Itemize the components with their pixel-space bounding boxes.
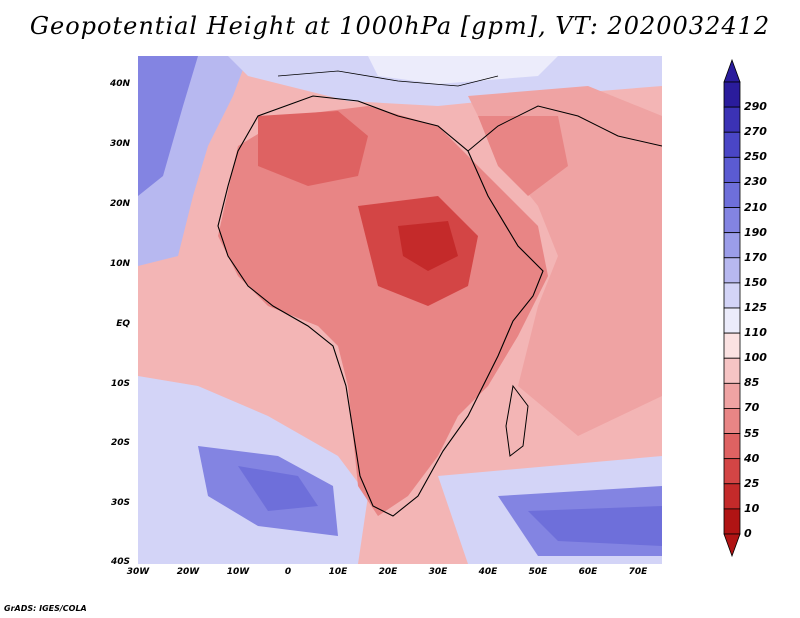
chart-title: Geopotential Height at 1000hPa [gpm], VT… [29,12,771,40]
field-red-sahara [258,111,368,186]
lat-label: 20N [109,199,130,209]
legend-swatch [723,81,741,108]
legend-swatch [723,156,741,183]
legend-swatch [723,106,741,133]
legend-label: 290 [744,100,767,114]
lat-label: 10N [109,259,130,269]
legend-label: 270 [744,125,767,139]
legend-swatch [723,307,741,334]
lon-label: 30E [428,567,448,577]
legend-swatch [723,182,741,208]
field-blue-south-indian-core [528,506,662,546]
legend-label: 85 [744,376,760,390]
arabia-coastline [467,105,662,152]
legend-swatch [723,408,741,434]
legend-label: 250 [744,150,767,164]
legend-label: 150 [744,275,767,289]
map-panel [138,56,662,564]
legend-label: 40 [744,451,760,465]
legend-label: 10 [744,501,760,515]
legend-arrow-bottom [723,533,741,558]
madagascar-coastline [505,384,529,457]
africa-coastline [217,95,544,517]
legend-swatch [723,131,741,158]
legend-swatch [723,382,741,409]
color-legend: 290 270 250 230 210 190 170 150 125 110 100 85 70 55 4… [722,58,792,558]
legend-label: 110 [744,326,767,340]
lon-label: 20W [176,567,200,577]
legend-swatch [723,458,741,485]
lon-label: 0 [284,567,292,577]
legend-label: 55 [744,426,760,440]
legend-label: 70 [744,401,760,415]
legend-label: 170 [744,250,767,264]
lon-label: 40E [478,567,498,577]
field-blue-northwest-deep [138,56,198,196]
legend-label: 230 [744,175,767,189]
legend-swatch [723,257,741,284]
credit-text: GrADS: IGES/COLA [4,604,87,613]
field-white-north [368,56,558,84]
field-red-core [398,221,458,271]
lon-label: 10W [226,567,250,577]
lat-label: 20S [110,438,130,448]
lat-label: 10S [110,379,130,389]
legend-swatch [723,332,741,359]
lon-label: 50E [528,567,548,577]
legend-swatch [723,232,741,259]
legend-label: 210 [744,200,767,214]
lat-label: 40S [110,557,130,567]
lat-label: 30S [110,498,130,508]
lat-label: EQ [116,319,130,329]
legend-swatch [723,207,741,234]
lon-label: 70E [628,567,648,577]
field-red-africa [218,106,548,516]
geopotential-map [138,56,662,564]
legend-label: 25 [744,476,760,490]
legend-colorbar [723,58,741,558]
legend-swatch [723,508,741,535]
legend-label: 0 [744,527,752,540]
lon-label: 20E [378,567,398,577]
legend-label: 125 [744,301,767,314]
legend-swatch [723,433,741,460]
lat-label: 40N [109,79,130,89]
field-red-arabia-deep [478,116,568,196]
lon-label: 30W [126,567,150,577]
field-blue-south-atlantic-core [238,466,318,511]
lon-label: 60E [578,567,598,577]
legend-swatch [723,357,741,384]
legend-label: 190 [744,225,767,239]
mediterranean-coastline [277,70,499,87]
lat-label: 30N [109,139,130,149]
legend-arrow-top [723,58,741,83]
legend-label: 100 [744,351,767,365]
lon-label: 10E [328,567,348,577]
legend-swatch [723,483,741,510]
legend-swatch [723,282,741,309]
